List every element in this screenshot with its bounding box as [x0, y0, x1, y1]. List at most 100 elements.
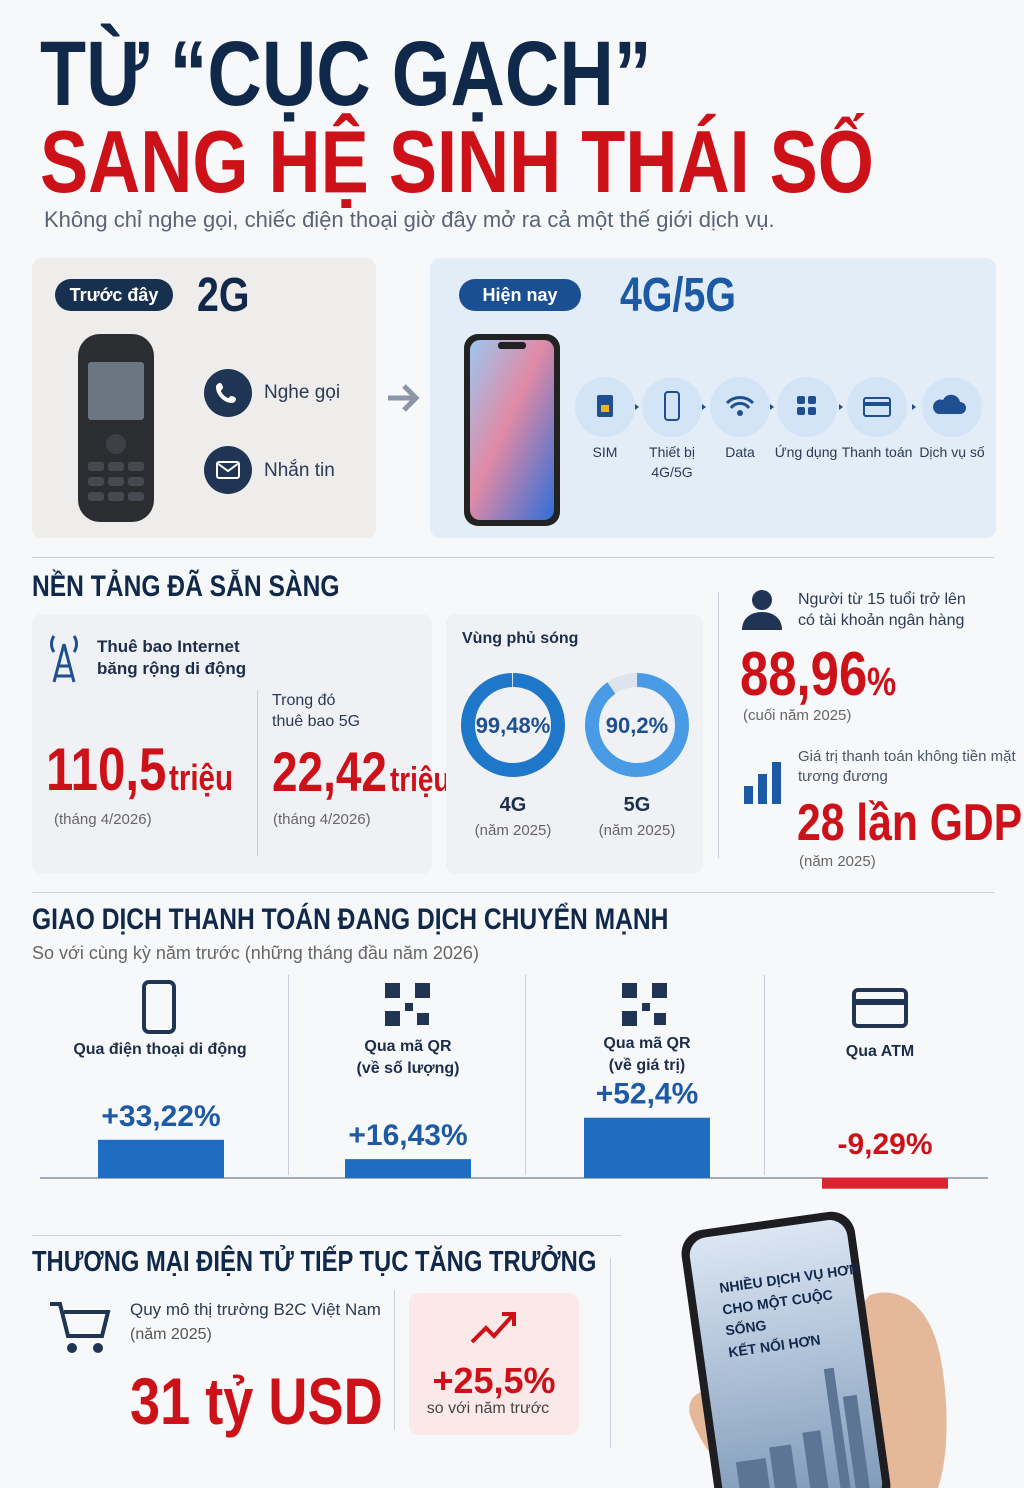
- bars-icon: [744, 762, 781, 804]
- divider: [764, 975, 765, 1175]
- feature: Nhắn tin: [264, 460, 335, 481]
- value: 110,5: [46, 736, 167, 803]
- donut-arc: [461, 673, 565, 777]
- payment-label: Qua điện thoại di động: [73, 1041, 247, 1058]
- tech-text: 4G/5G: [620, 269, 736, 322]
- wheel: [67, 1343, 77, 1353]
- label: Thuê bao Internet băng rộng di động: [97, 637, 247, 679]
- big-value: 31 tỷ USD: [130, 1368, 438, 1434]
- growth-value: +25,5%: [432, 1360, 556, 1401]
- title-text: TỪ “CỤC GẠCH”: [40, 23, 652, 125]
- tech: 4G/5G: [620, 272, 761, 320]
- section-title-text: THƯƠNG MẠI ĐIỆN TỬ TIẾP TỤC TĂNG TRƯỞNG: [32, 1246, 597, 1278]
- body: [742, 612, 782, 630]
- big-value: 22,42triệu: [272, 744, 464, 800]
- tower-icon: [49, 635, 79, 683]
- value-label: -9,29%: [837, 1128, 932, 1161]
- big-value: 88,96%: [740, 644, 903, 706]
- section-title: GIAO DỊCH THANH TOÁN ĐANG DỊCH CHUYỂN MẠ…: [32, 905, 808, 936]
- hand-phone: [681, 1211, 947, 1488]
- bars: [744, 762, 781, 804]
- note: (năm 2025): [598, 822, 676, 839]
- section-title: THƯƠNG MẠI ĐIỆN TỬ TIẾP TỤC TĂNG TRƯỞNG: [32, 1248, 720, 1278]
- value-label: +33,22%: [101, 1100, 220, 1133]
- cart: [50, 1302, 111, 1338]
- unit: triệu: [168, 757, 233, 798]
- note: (năm 2025): [474, 822, 552, 839]
- payment-label: Qua mã QR (về số lượng): [356, 1038, 460, 1078]
- note: (năm 2025): [130, 1326, 212, 1343]
- payment-bars: +33,22% +16,43% +52,4% -9,29%: [40, 1078, 988, 1189]
- coverage-card: [446, 614, 703, 874]
- section-title-text: NỀN TẢNG ĐÃ SẴN SÀNG: [32, 570, 340, 603]
- step-label: Thiết bị 4G/5G: [649, 444, 695, 481]
- phone-screen: [470, 340, 554, 520]
- step-label: SIM: [592, 444, 618, 460]
- badge: Trước đây: [55, 279, 173, 311]
- feature: Nghe gọi: [264, 382, 341, 403]
- note: (tháng 4/2026): [54, 811, 152, 828]
- divider: [32, 892, 994, 893]
- payment-label: Qua mã QR (về giá trị): [603, 1035, 691, 1075]
- sms-glyph: [216, 462, 240, 473]
- big-value: 28 lần GDP: [797, 797, 1024, 849]
- step-label: Thanh toán: [841, 444, 913, 460]
- value-label: +52,4%: [596, 1078, 699, 1111]
- label: Trong đó thuê bao 5G: [272, 692, 361, 730]
- keypad: [88, 462, 144, 501]
- value: 28 lần GDP: [797, 794, 1023, 852]
- divider: [32, 1235, 622, 1236]
- label: Vùng phủ sóng: [462, 630, 579, 647]
- bar: [584, 1117, 710, 1178]
- call-glyph: [216, 383, 236, 403]
- divider: [394, 1290, 395, 1430]
- divider: [718, 592, 719, 858]
- tech-text: 2G: [197, 269, 250, 322]
- person-icon: [742, 590, 782, 630]
- mobile-icon: [142, 980, 176, 1034]
- section-title-text: GIAO DỊCH THANH TOÁN ĐANG DỊCH CHUYỂN MẠ…: [32, 903, 669, 936]
- qr-icon: [385, 983, 430, 1026]
- bar: [98, 1139, 224, 1178]
- phone-screen: [88, 362, 144, 420]
- call-icon: [204, 369, 252, 417]
- divider: [288, 975, 289, 1175]
- note: (tháng 4/2026): [273, 811, 371, 828]
- step-label: Dịch vụ số: [919, 444, 985, 460]
- section-subtitle: So với cùng kỳ năm trước (những tháng đầ…: [32, 943, 479, 963]
- head: [752, 590, 772, 610]
- donut-arc: [585, 673, 689, 777]
- trend: [470, 1312, 516, 1344]
- donut-name: 5G: [623, 794, 651, 816]
- bar: [345, 1159, 471, 1178]
- divider: [32, 557, 994, 558]
- tower: [49, 635, 79, 683]
- donuts: 99,48% 90,2%: [461, 673, 689, 777]
- big-value: 110,5triệu: [46, 740, 247, 800]
- smartphone: [464, 334, 560, 526]
- value: 88,96: [740, 640, 868, 709]
- donut-name: 4G: [499, 794, 527, 816]
- label: Quy mô thị trường B2C Việt Nam: [130, 1300, 381, 1319]
- atm-icon: [852, 988, 908, 1028]
- tech: 2G: [197, 272, 261, 320]
- value: 22,42: [272, 740, 387, 803]
- phone-key: [106, 434, 126, 454]
- note: (năm 2025): [799, 853, 876, 870]
- step-arrows: [635, 404, 916, 410]
- step-icon: [642, 377, 702, 437]
- feature-phone: [78, 334, 154, 522]
- donut-label: 90,2%: [606, 713, 668, 738]
- step-label: Data: [725, 444, 755, 460]
- atm-stripe: [854, 999, 906, 1005]
- phone-screen: [689, 1220, 883, 1488]
- label: Giá trị thanh toán không tiền mặt tương …: [798, 748, 1016, 785]
- donut-label: 99,48%: [476, 713, 551, 738]
- divider: [257, 690, 258, 856]
- skyline: [735, 1367, 872, 1488]
- note: (cuối năm 2025): [743, 707, 852, 724]
- step-glyphs: [597, 391, 966, 421]
- bar: [822, 1178, 948, 1189]
